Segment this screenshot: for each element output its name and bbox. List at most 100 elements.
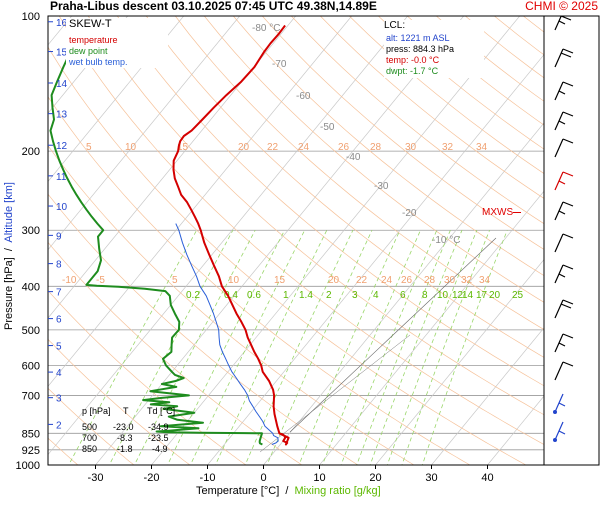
mixing-ratio-label: 1.4	[299, 290, 313, 301]
mixing-ratio-label: 2	[326, 290, 332, 301]
pressure-tick-label: 1000	[16, 460, 40, 472]
mixing-ratio-label: 4	[373, 290, 379, 301]
x-axis-label-mixing: Mixing ratio [g/kg]	[294, 485, 380, 497]
pressure-tick-label: 400	[22, 281, 40, 293]
mixing-ratio-line	[338, 230, 437, 474]
mixing-ratio-label: 20	[489, 290, 501, 301]
wind-barb-flag	[563, 362, 573, 366]
mixing-ratio-line	[367, 230, 462, 474]
wind-barb-flag	[563, 49, 573, 53]
wind-barb-half	[559, 274, 565, 277]
wind-barb-half	[559, 181, 565, 184]
altitude-tick-label: 4	[56, 368, 62, 379]
series-temperature	[174, 26, 289, 445]
altitude-tick-label: 14	[56, 79, 68, 90]
pressure-tick-label: 300	[22, 225, 40, 237]
wind-barb-flag	[563, 334, 573, 338]
table-cell-td: -34.9	[148, 422, 169, 432]
isotherm-label: -80 °C	[252, 23, 280, 34]
legend-item-wetbulb: wet bulb temp.	[69, 57, 128, 67]
dry-adiabat-line	[494, 16, 600, 475]
wind-barb-flag	[563, 300, 573, 304]
mixing-ratio-line	[353, 230, 450, 474]
table-cell-t: -1.8	[117, 444, 133, 454]
mixing-ratio-line	[295, 230, 400, 474]
dry-adiabat-label: 28	[424, 275, 436, 286]
mixing-ratio-label: 0.2	[186, 290, 200, 301]
table-cell-p: 700	[82, 433, 97, 443]
plot-frame	[48, 16, 544, 465]
isotherm-line	[544, 16, 600, 465]
table-cell-t: -8.3	[117, 433, 133, 443]
dry-adiabat-line	[146, 16, 600, 475]
dry-adiabat-line	[233, 16, 600, 475]
wind-barb-flag	[561, 53, 571, 57]
altitude-tick-label: 10	[56, 202, 68, 213]
dry-adiabat-label: 24	[381, 275, 393, 286]
mixing-ratio-line	[211, 230, 327, 474]
wind-barb-staff	[555, 300, 563, 318]
mixing-ratio-line	[399, 230, 490, 474]
isotherm-line	[152, 16, 520, 465]
isotherm-label: -30	[374, 181, 389, 192]
mixing-ratio-label: 14	[462, 290, 474, 301]
lcl-pressure: press: 884.3 hPa	[386, 44, 454, 54]
isotherm-label: -20	[402, 208, 417, 219]
table-header-td: Td [°C]	[147, 406, 175, 416]
mixing-ratio-line	[419, 230, 507, 474]
mixing-ratio-label: 8	[422, 290, 428, 301]
dry-adiabat-label: 26	[338, 142, 350, 153]
mixing-ratio-label: 1	[283, 290, 289, 301]
wind-barb-station	[553, 438, 557, 442]
wind-barb-flag	[561, 16, 571, 20]
dry-adiabat-label: 32	[461, 275, 473, 286]
lcl-title: LCL:	[384, 20, 405, 31]
x-tick-label: 10	[313, 472, 325, 484]
wind-barb-flag	[563, 172, 573, 176]
x-tick-label: 0	[260, 472, 266, 484]
table-cell-p: 500	[82, 422, 97, 432]
dry-adiabat-label: 34	[476, 142, 488, 153]
legend: SKEW-T temperature dew point wet bulb te…	[66, 18, 168, 68]
dry-adiabat-line	[465, 16, 600, 475]
wind-barb-flag	[561, 304, 571, 308]
isotherm-label: -50	[320, 122, 335, 133]
wind-barb-flag	[563, 202, 573, 206]
wind-barb-flag	[563, 112, 573, 116]
mxws-label: MXWS	[482, 207, 513, 218]
table-cell-td: -4.9	[152, 444, 168, 454]
dry-adiabat-label: 20	[238, 142, 250, 153]
table-cell-p: 850	[82, 444, 97, 454]
dry-adiabat-label: 10	[125, 142, 137, 153]
wind-barb-flag	[563, 265, 573, 269]
wind-barb-half	[559, 91, 565, 94]
table-header-p: p [hPa]	[82, 406, 111, 416]
y-axis-label-pressure: Pressure [hPa]	[3, 257, 15, 330]
lcl-box: LCL: alt: 1221 m ASL press: 884.3 hPa te…	[384, 20, 484, 78]
y-axis-label-altitude: Altitude [km]	[3, 182, 15, 243]
dry-adiabat-label: 34	[479, 275, 491, 286]
dry-adiabat-label: 22	[356, 275, 368, 286]
wind-barb-staff	[555, 362, 563, 380]
wind-barb-flag	[563, 234, 573, 238]
dry-adiabat-label: 28	[370, 142, 382, 153]
mxws-marker	[513, 212, 521, 213]
dry-adiabat-label: 15	[274, 275, 286, 286]
altitude-tick-label: 5	[56, 342, 62, 353]
pressure-tick-label: 600	[22, 360, 40, 372]
altitude-tick-label: 6	[56, 315, 62, 326]
mixing-ratio-label: 25	[512, 290, 524, 301]
y-axis-label-sep: /	[3, 248, 15, 251]
x-axis-label: Temperature [°C] / Mixing ratio [g/kg]	[196, 485, 381, 497]
isotherm-label: -10 °C	[432, 235, 460, 246]
x-tick-label: -20	[144, 472, 160, 484]
page-title: Praha-Libus descent 03.10.2025 07:45 UTC…	[50, 0, 377, 13]
dry-adiabat-line	[204, 16, 600, 475]
pressure-tick-label: 700	[22, 390, 40, 402]
isotherm-line	[40, 16, 408, 465]
mixing-ratio-label: 10	[437, 290, 449, 301]
wind-barb-staff	[555, 139, 563, 157]
legend-item-dewpoint: dew point	[69, 46, 108, 56]
isotherm-label: -70	[272, 59, 287, 70]
